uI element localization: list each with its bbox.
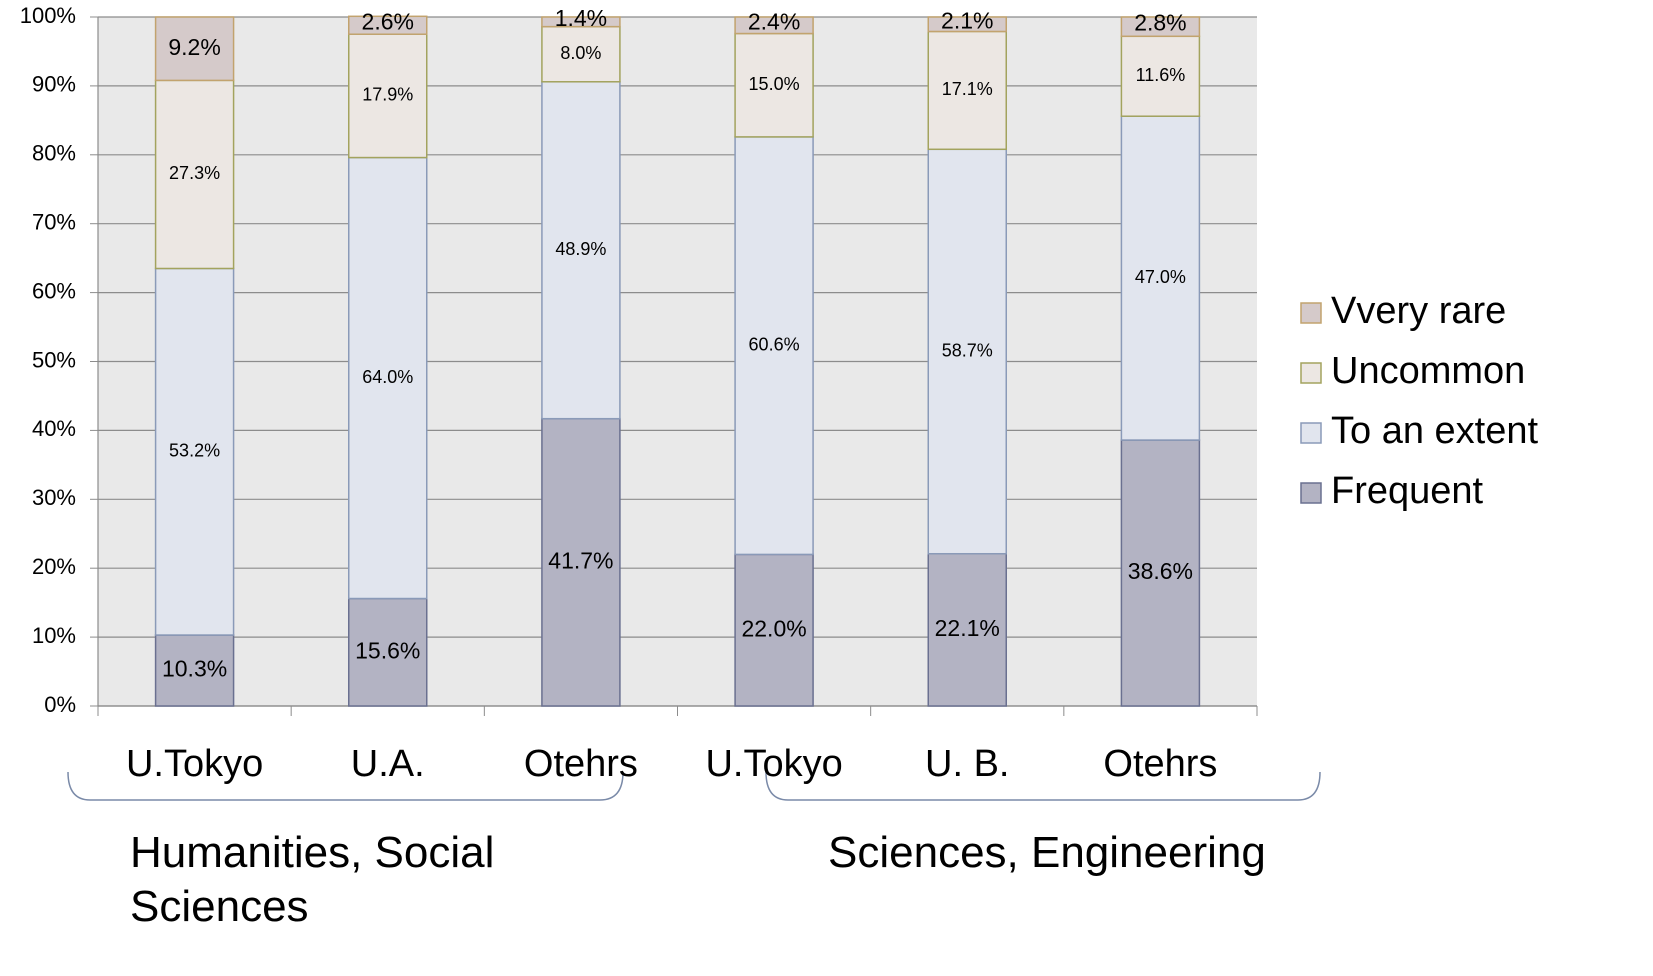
data-label: 15.6% (355, 637, 420, 663)
bar-segment (927, 16, 1007, 33)
bar-segment (734, 136, 814, 556)
legend-label: Vvery rare (1331, 290, 1506, 332)
data-label: 10.3% (162, 656, 227, 682)
data-label: 2.8% (1134, 10, 1186, 36)
bar-segment (1120, 115, 1201, 441)
group-label: Sciences, Engineering (828, 828, 1266, 877)
data-label: 17.1% (942, 79, 993, 99)
y-tick-label: 80% (32, 141, 76, 166)
data-label: 1.4% (555, 5, 607, 31)
legend-label: Frequent (1331, 470, 1484, 512)
data-label: 17.9% (362, 85, 413, 105)
bar-segment (154, 634, 235, 707)
legend-swatch (1300, 422, 1322, 444)
x-tick-label: U.Tokyo (126, 743, 263, 785)
data-label: 22.0% (741, 615, 806, 641)
data-label: 9.2% (168, 34, 220, 60)
y-tick-label: 70% (32, 210, 76, 235)
legend-swatch (1300, 362, 1322, 384)
data-label: 2.1% (941, 7, 993, 33)
legend-label: To an extent (1331, 410, 1538, 452)
bar-segment (348, 597, 428, 707)
group-brace (765, 771, 1321, 801)
bar-segment (1120, 35, 1201, 117)
bar-segment (541, 81, 621, 420)
x-tick-label: U.Tokyo (705, 743, 842, 785)
x-tick-label: Otehrs (524, 743, 638, 785)
y-tick-label: 90% (32, 72, 76, 97)
bar-segment (1120, 16, 1201, 38)
data-label: 47.0% (1135, 267, 1186, 287)
data-label: 27.3% (169, 163, 220, 183)
legend-swatch (1300, 302, 1322, 324)
y-tick-label: 100% (20, 3, 76, 28)
data-label: 48.9% (555, 239, 606, 259)
bar-segment (348, 15, 428, 35)
bar-segment (154, 16, 235, 82)
y-tick-label: 20% (32, 554, 76, 579)
bar-segment (348, 33, 428, 159)
legend-label: Uncommon (1331, 350, 1525, 392)
data-label: 2.4% (748, 8, 800, 34)
bar-segment (154, 79, 235, 270)
bar-segment (541, 16, 621, 28)
x-tick-label: U.A. (351, 743, 425, 785)
data-label: 60.6% (749, 334, 800, 354)
legend-swatch (1300, 482, 1322, 504)
y-tick-label: 0% (44, 692, 76, 717)
y-tick-label: 40% (32, 416, 76, 441)
group-label: Humanities, Social Sciences (130, 828, 495, 931)
data-label: 64.0% (362, 367, 413, 387)
x-tick-label: U. B. (925, 743, 1009, 785)
bar-segment (927, 148, 1007, 555)
data-label: 22.1% (935, 615, 1000, 641)
x-tick-label: Otehrs (1103, 743, 1217, 785)
bar-segment (154, 267, 235, 636)
data-label: 2.6% (362, 8, 414, 34)
y-tick-label: 10% (32, 623, 76, 648)
data-label: 58.7% (942, 340, 993, 360)
y-tick-label: 50% (32, 347, 76, 372)
data-label: 53.2% (169, 441, 220, 461)
y-tick-label: 60% (32, 278, 76, 303)
bar-segment (348, 156, 428, 600)
bar-segment (927, 552, 1007, 707)
y-tick-label: 30% (32, 485, 76, 510)
data-label: 11.6% (1136, 65, 1186, 85)
bar-segment (1120, 439, 1201, 707)
data-label: 8.0% (560, 43, 601, 63)
data-label: 38.6% (1128, 558, 1193, 584)
data-label: 41.7% (548, 547, 613, 573)
group-brace (67, 771, 624, 801)
bar-segment (734, 16, 814, 35)
data-label: 15.0% (749, 74, 800, 94)
